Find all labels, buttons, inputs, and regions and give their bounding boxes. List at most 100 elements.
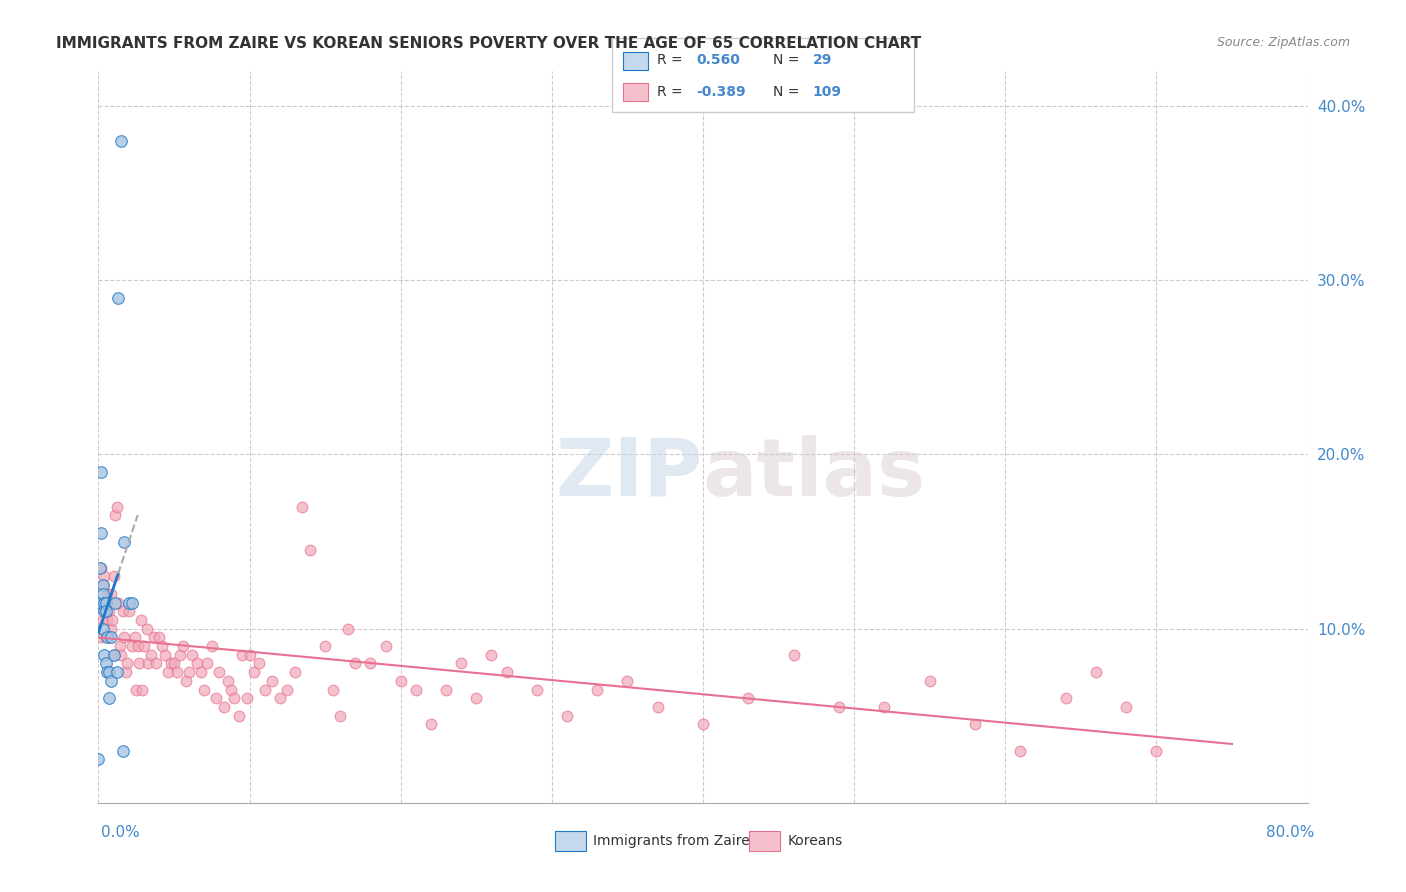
Point bbox=[526, 682, 548, 697]
Point bbox=[121, 595, 143, 609]
Point bbox=[94, 604, 117, 618]
Point bbox=[96, 631, 118, 645]
Point bbox=[131, 682, 153, 697]
Point bbox=[98, 665, 121, 680]
Point bbox=[148, 631, 170, 645]
Point bbox=[93, 595, 115, 609]
Point bbox=[91, 622, 114, 636]
Point bbox=[217, 673, 239, 688]
Point bbox=[420, 717, 443, 731]
Point bbox=[94, 595, 117, 609]
Text: -0.389: -0.389 bbox=[696, 85, 745, 99]
Point bbox=[87, 752, 110, 766]
Point bbox=[145, 657, 167, 671]
Point bbox=[96, 665, 118, 680]
Point bbox=[125, 682, 148, 697]
Point bbox=[111, 604, 134, 618]
Point bbox=[253, 682, 276, 697]
Point bbox=[405, 682, 427, 697]
Point bbox=[247, 657, 270, 671]
Point bbox=[828, 700, 851, 714]
Point bbox=[135, 622, 157, 636]
Text: ZIP: ZIP bbox=[555, 434, 703, 513]
Point bbox=[128, 657, 150, 671]
Point bbox=[91, 613, 114, 627]
Point bbox=[103, 648, 125, 662]
Text: R =: R = bbox=[657, 53, 682, 67]
Point bbox=[94, 657, 117, 671]
Point bbox=[495, 665, 517, 680]
Point bbox=[103, 569, 125, 583]
Point bbox=[481, 648, 503, 662]
Point bbox=[156, 665, 179, 680]
Point bbox=[136, 657, 159, 671]
Point bbox=[1054, 691, 1077, 706]
Point bbox=[111, 743, 134, 757]
Point bbox=[616, 673, 638, 688]
Point bbox=[112, 534, 135, 549]
Point bbox=[344, 657, 367, 671]
Point bbox=[105, 500, 128, 514]
Point bbox=[94, 595, 117, 609]
Point bbox=[90, 465, 112, 479]
Point bbox=[118, 595, 141, 609]
Point bbox=[262, 673, 284, 688]
Point bbox=[104, 595, 127, 609]
Point bbox=[1085, 665, 1108, 680]
Point bbox=[336, 622, 359, 636]
Point bbox=[190, 665, 212, 680]
Point bbox=[179, 665, 201, 680]
Text: Immigrants from Zaire: Immigrants from Zaire bbox=[593, 834, 749, 848]
Point bbox=[94, 631, 117, 645]
Point bbox=[193, 682, 215, 697]
Text: N =: N = bbox=[773, 85, 800, 99]
Point bbox=[107, 291, 129, 305]
Point bbox=[127, 639, 149, 653]
Point bbox=[121, 639, 143, 653]
Point bbox=[105, 665, 128, 680]
Point bbox=[221, 682, 243, 697]
Point bbox=[239, 648, 262, 662]
Point bbox=[118, 604, 141, 618]
Point bbox=[90, 525, 112, 540]
Point bbox=[93, 569, 115, 583]
Point bbox=[1010, 743, 1032, 757]
Point bbox=[1144, 743, 1167, 757]
Point bbox=[100, 587, 122, 601]
Point bbox=[212, 700, 235, 714]
Point bbox=[235, 691, 257, 706]
Point bbox=[100, 631, 122, 645]
Point bbox=[450, 657, 472, 671]
Point bbox=[166, 665, 188, 680]
Point bbox=[90, 560, 112, 574]
Point bbox=[224, 691, 246, 706]
Point bbox=[89, 560, 111, 574]
Point bbox=[110, 134, 132, 148]
Point bbox=[143, 631, 166, 645]
Point bbox=[112, 631, 135, 645]
Point bbox=[465, 691, 488, 706]
Text: Koreans: Koreans bbox=[787, 834, 842, 848]
Point bbox=[918, 673, 941, 688]
Point bbox=[100, 622, 122, 636]
Point bbox=[91, 578, 114, 592]
Point bbox=[132, 639, 155, 653]
Point bbox=[150, 639, 173, 653]
Text: 80.0%: 80.0% bbox=[1267, 825, 1315, 839]
Point bbox=[91, 587, 114, 601]
Point bbox=[115, 657, 138, 671]
Point bbox=[129, 613, 152, 627]
Point bbox=[98, 631, 121, 645]
Point bbox=[873, 700, 896, 714]
Point bbox=[104, 508, 127, 523]
Point bbox=[243, 665, 266, 680]
Text: 0.0%: 0.0% bbox=[101, 825, 141, 839]
Text: atlas: atlas bbox=[703, 434, 927, 513]
Point bbox=[89, 595, 111, 609]
Point bbox=[90, 631, 112, 645]
Point bbox=[107, 595, 129, 609]
Point bbox=[269, 691, 291, 706]
Point bbox=[169, 648, 191, 662]
Point bbox=[124, 631, 146, 645]
Text: IMMIGRANTS FROM ZAIRE VS KOREAN SENIORS POVERTY OVER THE AGE OF 65 CORRELATION C: IMMIGRANTS FROM ZAIRE VS KOREAN SENIORS … bbox=[56, 36, 921, 51]
